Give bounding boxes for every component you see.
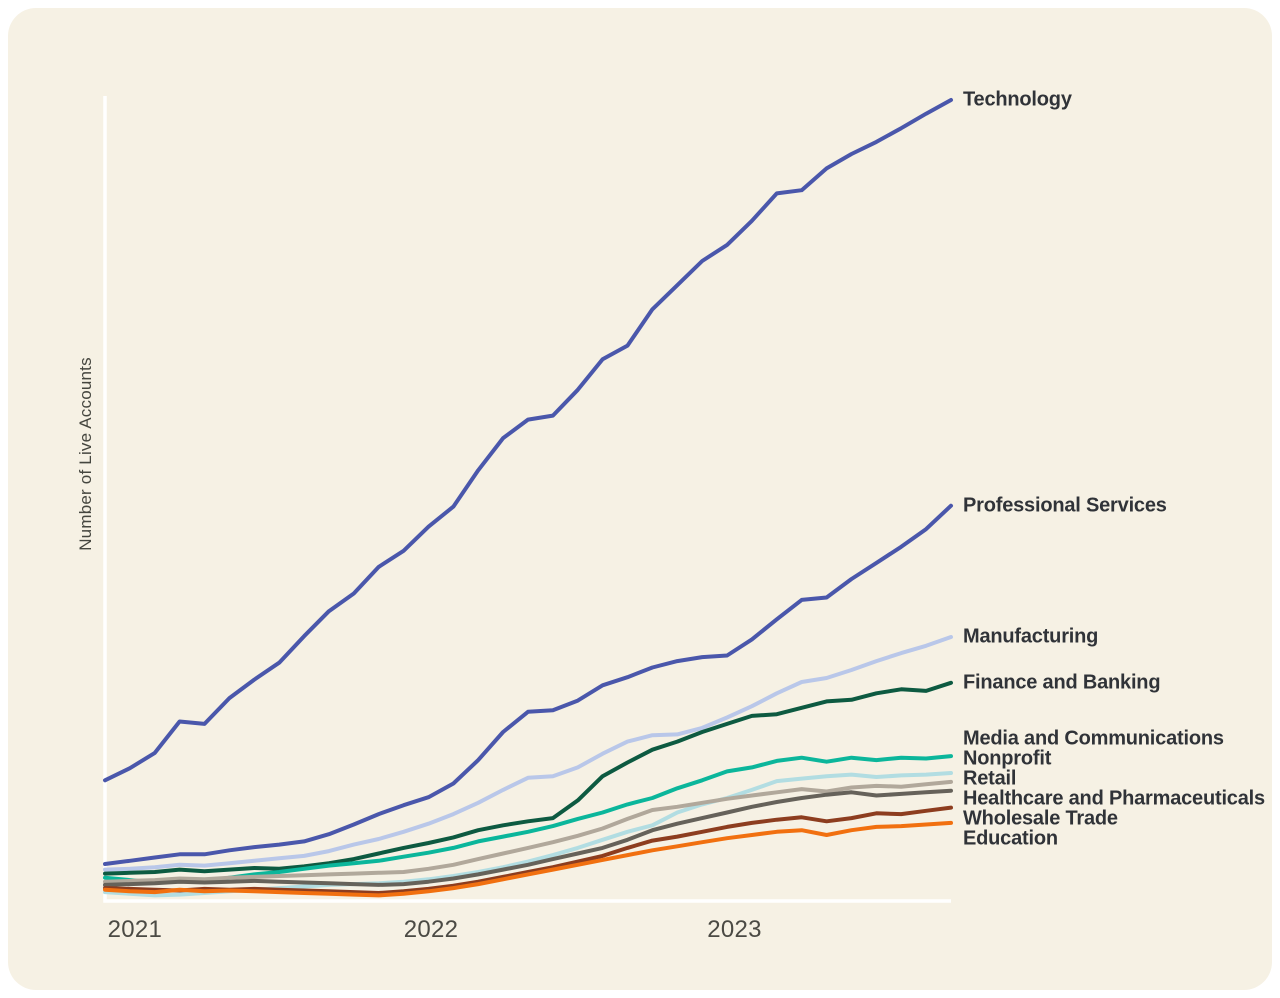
series-label-manufacturing: Manufacturing xyxy=(963,625,1099,648)
series-line-technology xyxy=(103,98,953,783)
series-label-finance-and-banking: Finance and Banking xyxy=(963,671,1161,694)
series-line-manufacturing xyxy=(103,635,953,872)
series-line-healthcare-and-pharmaceuticals xyxy=(103,788,953,887)
series-lines xyxy=(103,98,953,898)
series-label-wholesale-trade: Wholesale Trade xyxy=(963,807,1118,830)
series-label-nonprofit: Nonprofit xyxy=(963,747,1052,770)
chart-card: Number of Live Accounts 2021 2022 2023 Tec… xyxy=(8,8,1272,990)
series-label-technology: Technology xyxy=(963,88,1072,111)
series-line-education xyxy=(103,820,953,898)
x-tick-label-2021: 2021 xyxy=(107,916,163,943)
series-label-education: Education xyxy=(963,827,1058,850)
y-axis-title: Number of Live Accounts xyxy=(76,357,95,551)
series-label-retail: Retail xyxy=(963,767,1017,790)
x-tick-label-2022: 2022 xyxy=(403,916,459,943)
series-line-professional-services xyxy=(103,503,953,866)
axes xyxy=(103,96,951,903)
series-label-media-and-communications: Media and Communications xyxy=(963,727,1224,750)
series-label-healthcare-and-pharmaceuticals: Healthcare and Pharmaceuticals xyxy=(963,787,1265,810)
x-tick-label-2023: 2023 xyxy=(707,916,762,943)
series-line-retail xyxy=(103,779,953,884)
line-chart xyxy=(103,96,953,903)
series-label-professional-services: Professional Services xyxy=(963,494,1167,517)
series-line-finance-and-banking xyxy=(103,680,953,876)
